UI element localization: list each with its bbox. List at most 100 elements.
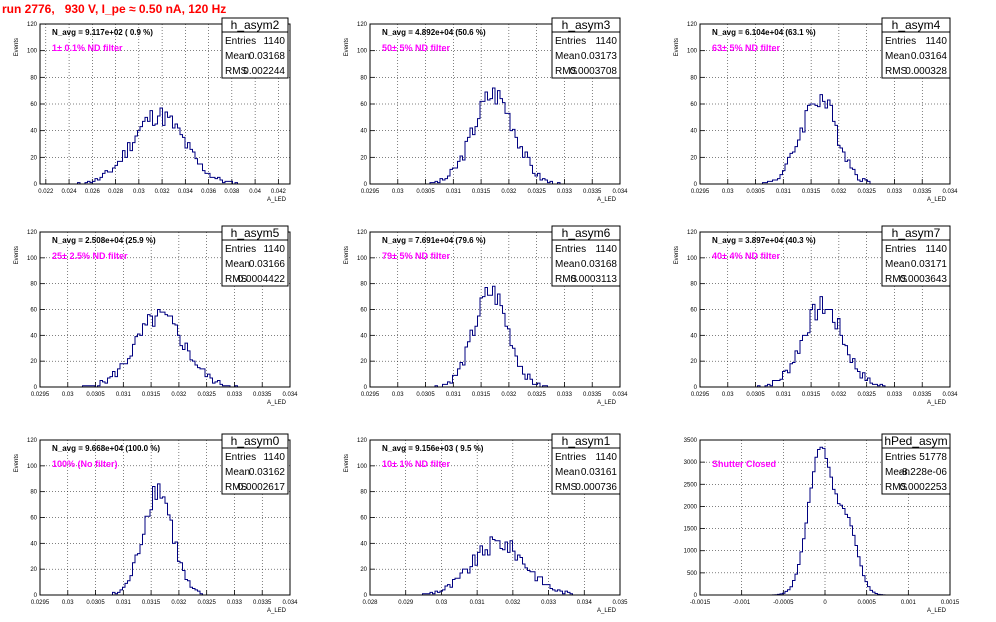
y-tick-label: 60: [30, 516, 37, 522]
y-tick-label: 500: [687, 571, 698, 577]
x-tick-label: 0.0295: [31, 600, 50, 606]
filter-label: 40± 4% ND filter: [712, 251, 780, 261]
stats-value: 0.03162: [249, 467, 286, 478]
y-tick-label: 1000: [684, 549, 698, 555]
stats-value: -8.228e-06: [899, 467, 948, 478]
x-tick-label: 0.0305: [86, 392, 105, 398]
stats-value: 0.03173: [581, 51, 618, 62]
x-axis-label: A_LED: [267, 608, 287, 614]
y-tick-label: 40: [30, 333, 37, 339]
x-tick-label: 0.031: [776, 392, 792, 398]
x-tick-label: 0.03: [392, 189, 404, 195]
x-tick-label: 0.032: [171, 600, 187, 606]
stats-box: [881, 225, 951, 287]
stats-value: 1140: [925, 244, 947, 255]
x-tick-label: 0.031: [116, 600, 132, 606]
y-tick-label: 40: [690, 129, 697, 135]
filter-label: 10± 1% ND filter: [382, 459, 450, 469]
y-tick-label: 80: [690, 282, 697, 288]
histogram-panel-h_asym5: 0.0295 0.03 0.0305 0.031 0.0315 0.032 0.0325 0.…: [14, 225, 298, 406]
y-tick-label: 0: [364, 593, 368, 599]
x-axis-label: A_LED: [267, 197, 287, 203]
x-tick-label: -0.0005: [773, 600, 794, 606]
y-tick-label: 40: [360, 333, 367, 339]
y-tick-label: 120: [357, 230, 368, 236]
x-tick-label: 0.031: [446, 392, 462, 398]
navg-label: N_avg = 4.892e+04 (50.6 %): [382, 28, 486, 37]
navg-label: N_avg = 2.508e+04 (25.9 %): [52, 236, 156, 245]
x-tick-label: 0.0295: [691, 189, 710, 195]
x-tick-label: 0.0305: [416, 392, 435, 398]
y-tick-label: 0: [364, 182, 368, 188]
plot-frame: [699, 23, 951, 185]
x-tick-label: 0.032: [171, 392, 187, 398]
x-tick-label: 0.0295: [361, 189, 380, 195]
x-tick-label: 0.0325: [857, 189, 876, 195]
y-tick-label: 0: [694, 593, 698, 599]
y-tick-label: 40: [30, 541, 37, 547]
y-tick-label: 40: [690, 333, 697, 339]
y-axis-label: Events: [14, 38, 20, 56]
stats-title: h_asym3: [562, 18, 611, 32]
x-tick-label: 0.035: [612, 600, 628, 606]
x-tick-label: 0.033: [557, 189, 573, 195]
navg-label: N_avg = 9.668e+04 (100.0 %): [52, 444, 160, 453]
x-axis-label: A_LED: [927, 197, 947, 203]
histogram-series: [700, 296, 950, 388]
stats-value: 0.0002253: [900, 482, 948, 493]
stats-value: 0.000736: [575, 482, 617, 493]
x-tick-label: 0.0335: [913, 392, 932, 398]
y-tick-label: 60: [360, 308, 367, 314]
x-tick-label: 0.036: [201, 189, 217, 195]
y-tick-label: 20: [690, 359, 697, 365]
x-axis-label: A_LED: [927, 400, 947, 406]
stats-title: h_asym0: [231, 434, 280, 448]
stats-value: 1140: [595, 452, 617, 463]
navg-label: N_avg = 9.117e+02 ( 0.9 %): [52, 28, 153, 37]
x-tick-label: 0.0335: [253, 600, 272, 606]
y-tick-label: 0: [34, 385, 38, 391]
y-tick-label: 80: [690, 75, 697, 81]
y-tick-label: 80: [360, 75, 367, 81]
x-axis-label: A_LED: [267, 400, 287, 406]
filter-label: 25± 2.5% ND filter: [52, 251, 128, 261]
stats-box: [221, 225, 289, 287]
histogram-series: [370, 536, 620, 596]
x-tick-label: 0.033: [887, 392, 903, 398]
y-tick-label: 100: [27, 49, 38, 55]
stats-box: [551, 225, 621, 287]
x-tick-label: 0.0325: [857, 392, 876, 398]
x-tick-label: 0.03: [62, 600, 74, 606]
stats-key: Entries: [225, 244, 256, 255]
histogram-series: [370, 87, 620, 185]
x-tick-label: 0.001: [901, 600, 917, 606]
stats-key: Mean: [885, 51, 910, 62]
histogram-panel-h_asym1: 0.028 0.029 0.03 0.031 0.032 0.033 0.034 0.035 0…: [344, 433, 628, 614]
x-tick-label: -0.001: [733, 600, 751, 606]
stats-value: 0.0002617: [238, 482, 286, 493]
stats-box: [551, 17, 621, 79]
y-tick-label: 120: [357, 22, 368, 28]
x-tick-label: 0.034: [282, 600, 298, 606]
stats-key: Entries: [225, 36, 256, 47]
y-tick-label: 120: [27, 230, 38, 236]
x-tick-label: 0.028: [108, 189, 124, 195]
stats-box: [881, 17, 951, 79]
stats-title: h_asym6: [562, 226, 611, 240]
histogram-panel-h_asym4: 0.0295 0.03 0.0305 0.031 0.0315 0.032 0.0325 0.…: [674, 17, 958, 203]
y-tick-label: 100: [357, 49, 368, 55]
x-tick-label: -0.0015: [690, 600, 711, 606]
y-tick-label: 0: [694, 385, 698, 391]
stats-value: 0.0003643: [900, 274, 948, 285]
stats-value: 51778: [919, 452, 947, 463]
y-tick-label: 3000: [684, 460, 698, 466]
stats-title: h_asym4: [892, 18, 941, 32]
stats-value: 0.03168: [249, 51, 286, 62]
stats-key: RMS: [225, 482, 248, 493]
x-tick-label: 0.0335: [583, 392, 602, 398]
stats-key: RMS: [225, 274, 248, 285]
plot-frame: [699, 439, 951, 596]
stats-value: 0.03161: [581, 467, 618, 478]
histogram-panel-h_asym6: 0.0295 0.03 0.0305 0.031 0.0315 0.032 0.0325 0.…: [344, 225, 628, 406]
